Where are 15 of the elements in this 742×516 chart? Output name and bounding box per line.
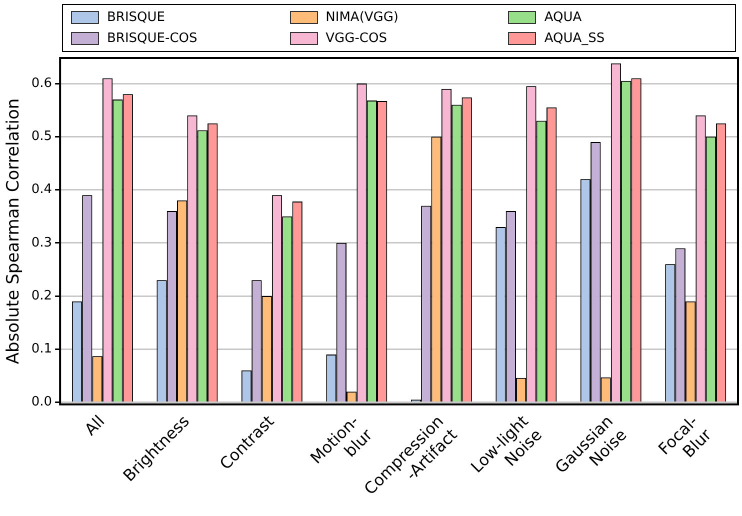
y-tick-label: 0.2 bbox=[31, 288, 52, 304]
y-tick-label: 0.0 bbox=[31, 394, 52, 410]
legend-label: AQUA bbox=[544, 10, 582, 25]
y-tick-label: 0.1 bbox=[31, 342, 52, 357]
y-tick-label: 0.4 bbox=[31, 182, 52, 198]
y-axis-title: Absolute Spearman Correlation bbox=[4, 98, 24, 364]
legend-label: BRISQUE bbox=[107, 10, 165, 25]
y-tick-label: 0.3 bbox=[31, 235, 52, 250]
legend-label: VGG-COS bbox=[326, 31, 387, 46]
legend-label: NIMA(VGG) bbox=[326, 10, 399, 25]
x-tick-label: All bbox=[80, 412, 108, 440]
legend-label: AQUA_SS bbox=[544, 31, 605, 46]
legend-label: BRISQUE-COS bbox=[107, 31, 198, 46]
y-tick-label: 0.5 bbox=[31, 129, 52, 144]
y-tick-label: 0.6 bbox=[31, 76, 52, 91]
